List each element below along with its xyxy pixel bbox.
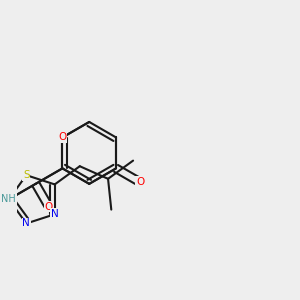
Text: O: O xyxy=(45,202,53,212)
Text: O: O xyxy=(136,177,144,187)
Text: N: N xyxy=(51,209,59,219)
Text: N: N xyxy=(22,218,30,229)
Text: O: O xyxy=(58,132,67,142)
Text: S: S xyxy=(23,170,30,180)
Text: NH: NH xyxy=(2,194,16,204)
